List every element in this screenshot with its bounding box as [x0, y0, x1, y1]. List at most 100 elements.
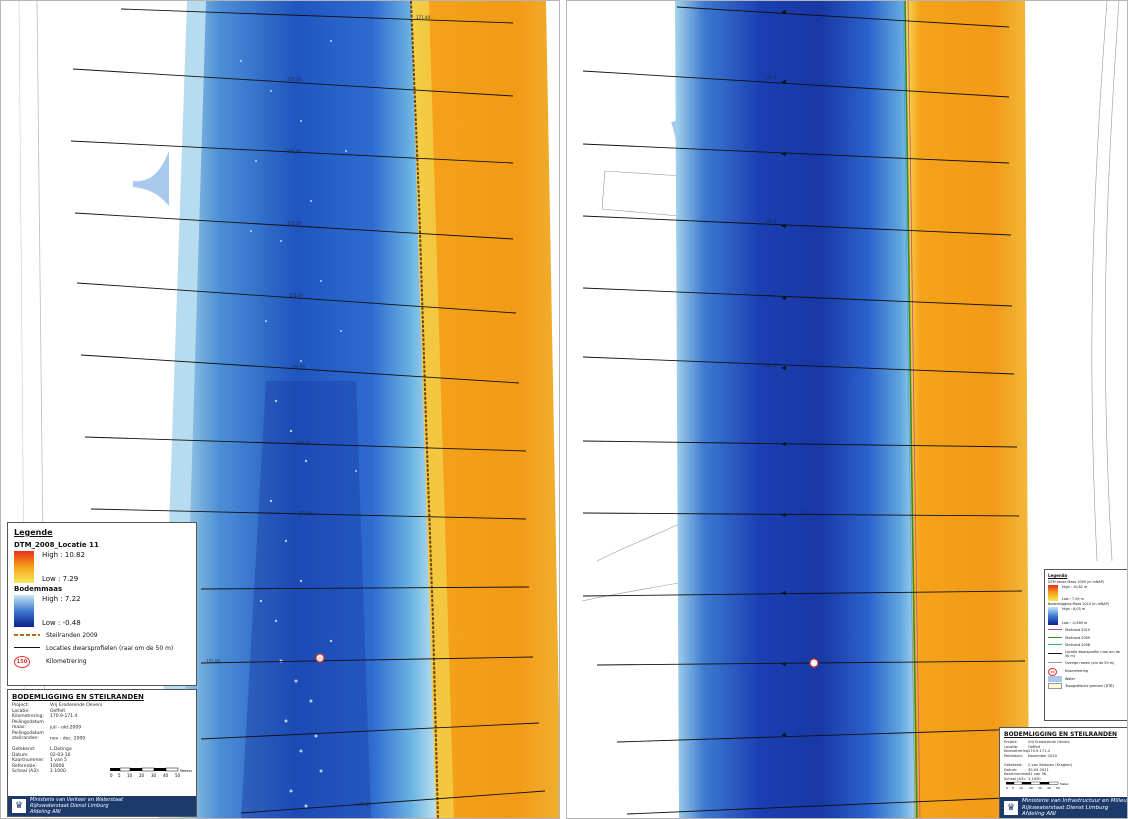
km-label: 171.35 — [287, 77, 301, 82]
ministry-banner-left: ♛ Ministerie van Verkeer en Waterstaat R… — [8, 796, 196, 816]
scale-tick: 30 — [151, 773, 157, 778]
row-key: Locatie: — [12, 708, 30, 714]
legend-layer1-name: DTM oever Maas 2009 (in mNAP) — [1048, 580, 1105, 584]
title-block-right: BODEMLIGGING EN STEILRANDEN Project: Vrij… — [999, 727, 1127, 818]
title-block-row: Kilometrering:170.9-171.4 — [1004, 749, 1124, 754]
title-block-row: Kaartnummer:21 van 36 — [1004, 772, 1124, 777]
title-block-row: Schaal (A3): 1:1000 — [12, 769, 192, 775]
row-value: 170.9-171.4 — [1028, 749, 1050, 754]
km-label: 171.30 — [287, 149, 301, 154]
row-value: nov - dec. 2009 — [50, 736, 86, 741]
row-key: Kilometrering: — [1004, 749, 1030, 754]
km-label: 171.25 — [287, 221, 301, 226]
title-block-row: Peilingsdatum steilranden: nov - dec. 200… — [12, 731, 192, 742]
title-block-row: Locatie: Oeffelt — [1004, 745, 1124, 750]
row-key: Referentie: — [12, 763, 37, 769]
left-map-panel[interactable]: 171.40 171.35 171.30 171.25 171.20 171.1… — [0, 0, 560, 819]
scale-tick: 40 — [163, 773, 169, 778]
bank-dtm-left — [411, 1, 559, 818]
row-value: Vrij Eroderende Oevers — [50, 703, 103, 708]
row-value: Oeffelt — [50, 708, 66, 714]
right-map-canvas[interactable]: 171.4 171.3 171.2 171.1 — [567, 1, 1128, 819]
river-bed-right — [675, 1, 917, 818]
row-key: Project: — [12, 703, 29, 708]
steilrand-2010-line — [904, 1, 918, 818]
legend-layer1-low: Low : 7.29 — [42, 575, 79, 583]
row-key: Project: — [1004, 740, 1018, 744]
km-marker-right[interactable] — [809, 658, 819, 668]
legend-item-overige: Overige raaien (om de 50 m) — [1048, 660, 1125, 666]
side-inlet — [133, 151, 169, 206]
legend-layer2-name: Bodemligging Maas 2010 (in mNAP) — [1048, 602, 1110, 606]
right-map-panel[interactable]: 171.4 171.3 171.2 171.1 Legenda DTM oeve… — [566, 0, 1128, 819]
steilrand-2009-line — [410, 1, 439, 818]
scale-tick: 50 — [175, 773, 181, 778]
title-block-row: Datum: 02-03-10 — [12, 753, 192, 759]
legend-item-s2009: Steilrand 2009 — [1048, 635, 1125, 641]
topo-line-east — [1091, 1, 1108, 562]
title-block-row: Referentie: 10000 — [12, 764, 192, 770]
scale-tick: 50 — [1056, 786, 1060, 790]
row-key: Schaal (A3): — [12, 769, 40, 774]
steilrand-2008-line — [902, 1, 916, 818]
km-marker-left[interactable]: 150 — [315, 653, 325, 663]
topo-line-east2 — [1104, 1, 1120, 562]
row-key: Kaartnummer: — [12, 758, 45, 763]
row-key: Getekend: — [1004, 762, 1023, 767]
km-labels-left: 171.40 171.35 171.30 171.25 171.20 171.1… — [206, 15, 430, 807]
survey-speckles — [240, 40, 357, 808]
row-value: 1:1000 — [1028, 776, 1041, 781]
row-value: November 2010 — [1028, 753, 1057, 758]
legend-ramp-bank: High : 10,82 m Low : 7,29 m — [1048, 585, 1125, 601]
row-value: juli - okt 2009 — [50, 725, 82, 730]
km-label: 171.40 — [416, 15, 430, 20]
row-value: 170.9-171.4 — [50, 714, 78, 719]
legend-item-topo: Topografische grenzen (DTB) — [1048, 683, 1125, 690]
row-value: C.van Kempen (Kragten) — [1028, 762, 1073, 767]
color-ramp-bank — [1048, 585, 1058, 601]
legend-item-km: 70 Kilometrering — [1048, 667, 1125, 676]
ministry-line2: Rijkswaterstaat Dienst Limburg — [1022, 804, 1109, 811]
row-value: Vrij Eroderende Oevers — [1028, 740, 1070, 744]
title-block-row: Kilometrering:170.9-171.4 — [12, 714, 192, 720]
left-map-canvas[interactable]: 171.40 171.35 171.30 171.25 171.20 171.1… — [1, 1, 560, 819]
legend-item-steilranden: Steilranden 2009 — [14, 630, 190, 640]
km-label: 171.15 — [291, 365, 305, 370]
ministry-line1: Ministerie van Verkeer en Waterstaat — [30, 797, 124, 803]
color-ramp-bed — [14, 595, 34, 627]
km-label: 171.1 — [799, 511, 811, 516]
scale-bar-left: 0 5 10 20 30 40 50 Meters — [110, 767, 192, 778]
scale-tick: 5 — [1012, 786, 1014, 790]
legend-ramp-bank: High : 10.82 Low : 7.29 — [14, 551, 190, 583]
legend-item-s2010: Steilrand 2010 — [1048, 627, 1125, 633]
crest-icon: ♛ — [12, 799, 26, 813]
title-block-row: Project: Vrij Eroderende Oevers — [1004, 740, 1124, 745]
legend-layer1-low: Low : 7,29 m — [1062, 597, 1084, 601]
title-block-heading: BODEMLIGGING EN STEILRANDEN — [12, 693, 144, 701]
title-block-row: Peilingsdatum maas: juli - okt 2009 — [12, 720, 192, 731]
legend-title: Legende — [14, 528, 53, 537]
row-key: Kaartnummer: — [1004, 772, 1030, 777]
scale-tick: 0 — [1006, 786, 1008, 790]
legend-title: Legenda — [1048, 573, 1068, 578]
scale-tick: 20 — [1029, 786, 1033, 790]
legend-ramp-bed: High : 6,03 m Low : -0,469 m — [1048, 607, 1125, 625]
row-key: Peilingsdatum steilranden: — [12, 730, 44, 742]
legend-item-locatie: Locatie dwarsprofiel (raai om de 50 m) — [1048, 650, 1125, 658]
title-block-row: Project: Vrij Eroderende Oevers — [12, 703, 192, 709]
title-block-row: Datum: 30-05-2011 — [1004, 768, 1124, 773]
legend-layer1-high: High : 10.82 — [42, 551, 85, 559]
title-block-left: BODEMLIGGING EN STEILRANDEN Project: Vrij… — [7, 689, 197, 817]
row-value: 10000 — [50, 763, 65, 769]
km-label: 171.3 — [765, 219, 777, 224]
legend-layer1-high: High : 10,82 m — [1062, 585, 1088, 589]
ministry-line2: Rijkswaterstaat Dienst Limburg — [30, 803, 109, 809]
ministry-line3: Afdeling ANI — [1022, 811, 1056, 818]
title-block-rows: Project: Vrij Eroderende Oevers Locatie: Oe… — [1004, 740, 1124, 781]
title-block-row: Schaal (A3): 1:1000 — [1004, 777, 1124, 782]
km-labels-right: 171.4 171.3 171.2 171.1 — [765, 75, 811, 516]
color-ramp-bank — [14, 551, 34, 583]
ministry-banner-right: ♛ Ministerie van Infrastructuur en Milie… — [1000, 797, 1127, 818]
row-value: L.Dotinga — [50, 747, 72, 752]
legend-layer2-high: High : 6,03 m — [1062, 607, 1086, 611]
